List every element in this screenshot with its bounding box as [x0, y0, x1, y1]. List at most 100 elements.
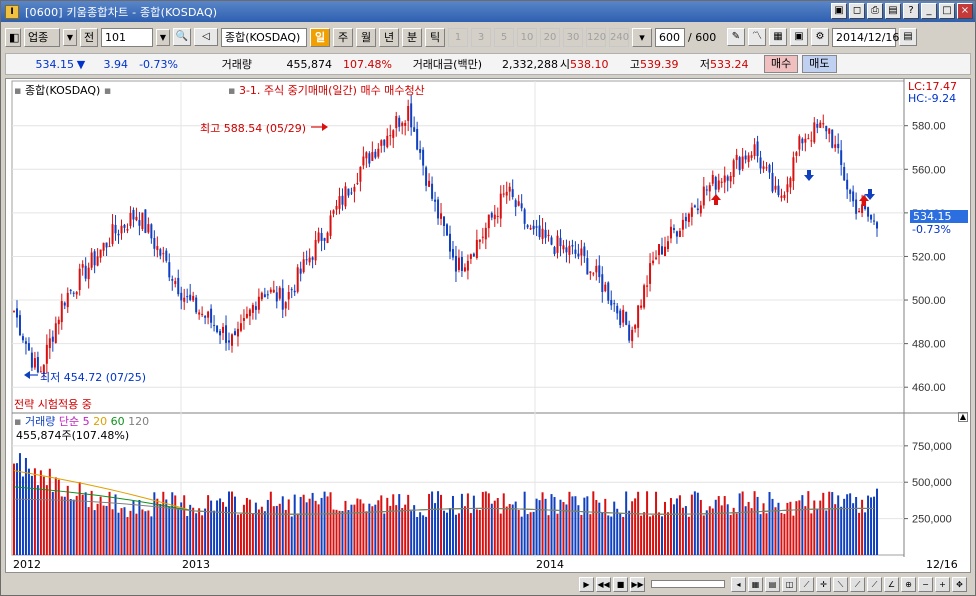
volume-bar [463, 506, 466, 555]
candle-body [341, 195, 344, 205]
date-input[interactable]: 2014/12/16 [832, 27, 899, 47]
minute-120[interactable]: 120 [586, 27, 606, 47]
collapse-icon[interactable]: ▲ [958, 412, 968, 422]
market-icon[interactable]: ◧ [5, 27, 21, 47]
forward-icon[interactable]: ▶▶ [630, 576, 645, 592]
zoom-minus-icon[interactable]: − [918, 576, 933, 592]
candle-body [186, 296, 189, 298]
fib-icon[interactable]: ⟋ [867, 576, 882, 592]
trend-icon[interactable]: ⟋ [850, 576, 865, 592]
sell-button[interactable]: 매도 [802, 55, 837, 73]
code-dropdown-icon[interactable]: ▼ [156, 28, 170, 46]
volume-bar [48, 468, 51, 555]
split-icon[interactable]: ◫ [782, 576, 797, 592]
period-minute[interactable]: 분 [402, 27, 422, 47]
minute-1[interactable]: 1 [448, 27, 468, 47]
minute-10[interactable]: 10 [517, 27, 537, 47]
tool-indicator-icon[interactable]: ▦ [769, 28, 787, 46]
volume-bar [592, 491, 595, 555]
volume-bar [434, 503, 437, 555]
tile-icon[interactable]: ▦ [748, 576, 763, 592]
volume-bar [353, 504, 356, 555]
strategy-legend[interactable]: ▪ 3-1. 주식 중기매매(일간) 매수 매수청산 [228, 82, 425, 98]
buy-button[interactable]: 매수 [764, 55, 799, 73]
market-toggle[interactable]: 전 [80, 27, 98, 47]
current-price: 534.15 [35, 57, 75, 71]
volume-bar [663, 501, 666, 555]
minute-30[interactable]: 30 [563, 27, 583, 47]
minute-240[interactable]: 240 [609, 27, 629, 47]
print-icon[interactable]: ⎙ [867, 3, 883, 19]
candle-body [577, 253, 580, 257]
search-icon[interactable]: 🔍 [173, 28, 191, 46]
title-bar[interactable]: I [0600] 키움종합차트 - 종합(KOSDAQ) ▣ ◻ ⎙ ▤ ? _… [1, 1, 975, 22]
scroll-left-icon[interactable]: ▶ [579, 576, 594, 592]
stop-icon[interactable]: ■ [613, 576, 628, 592]
volume-bar [687, 516, 690, 555]
volume-bar [541, 492, 544, 555]
high-arrow-head [322, 123, 328, 131]
candle-body [595, 265, 598, 273]
minute-dropdown-icon[interactable]: ▾ [632, 27, 652, 47]
candle-body [87, 267, 90, 280]
minimize-icon[interactable]: _ [921, 3, 937, 19]
gear-icon[interactable]: ⚙ [811, 28, 829, 46]
zoom-slider[interactable] [651, 580, 725, 588]
code-input[interactable]: 101 [101, 27, 153, 47]
calendar-icon[interactable]: ▤ [899, 28, 917, 46]
candle-body [744, 155, 747, 160]
pan-icon[interactable]: ⊕ [901, 576, 916, 592]
count-input[interactable]: 600 [655, 27, 685, 47]
volume-bar [57, 479, 60, 555]
tool-arrow-icon[interactable]: ✎ [727, 28, 745, 46]
draw-icon[interactable]: ⟋ [799, 576, 814, 592]
maximize-icon[interactable]: □ [939, 3, 955, 19]
pin-icon[interactable]: ▤ [885, 3, 901, 19]
volume-bar [260, 506, 263, 555]
help-icon[interactable]: ? [903, 3, 919, 19]
new-window-icon[interactable]: ◻ [849, 3, 865, 19]
market-select[interactable]: 업종 [24, 27, 60, 47]
candle-body [861, 204, 864, 214]
period-week[interactable]: 주 [333, 27, 353, 47]
candle-body [801, 138, 804, 144]
volume-bar-last [876, 488, 879, 555]
period-day[interactable]: 일 [310, 27, 330, 47]
link-icon[interactable]: ▣ [831, 3, 847, 19]
zoom-out-icon[interactable]: ◂ [731, 576, 746, 592]
rewind-icon[interactable]: ◀◀ [596, 576, 611, 592]
tool-line-icon[interactable]: 〽 [748, 28, 766, 46]
minute-3[interactable]: 3 [471, 27, 491, 47]
volume-bar [520, 516, 523, 555]
minute-20[interactable]: 20 [540, 27, 560, 47]
period-month[interactable]: 월 [356, 27, 376, 47]
volume-bar [177, 508, 180, 555]
market-dropdown-icon[interactable]: ▼ [63, 28, 77, 46]
angle-icon[interactable]: ∠ [884, 576, 899, 592]
period-tick[interactable]: 틱 [425, 27, 445, 47]
close-icon[interactable]: × [957, 3, 973, 19]
candle-body [81, 264, 84, 268]
candle-body [374, 151, 377, 158]
volume-bar [93, 510, 96, 555]
candle-body [720, 181, 723, 183]
series-label: 종합(KOSDAQ) [24, 84, 101, 97]
volume-bar [248, 499, 251, 555]
speaker-icon[interactable]: ◁ [194, 28, 218, 46]
line-icon[interactable]: ⟍ [833, 576, 848, 592]
period-year[interactable]: 년 [379, 27, 399, 47]
zoom-plus-icon[interactable]: + [935, 576, 950, 592]
candle-body [33, 358, 36, 368]
candle-body [729, 175, 732, 182]
volume-bar [837, 495, 840, 555]
save-icon[interactable]: ▣ [790, 28, 808, 46]
candle-body [735, 154, 738, 161]
chart-svg[interactable]: 460.00480.00500.00520.00540.00560.00580.… [6, 79, 970, 572]
chart-area[interactable]: 460.00480.00500.00520.00540.00560.00580.… [5, 78, 971, 573]
cross-icon[interactable]: ✛ [816, 576, 831, 592]
candle-body [669, 226, 672, 239]
minute-5[interactable]: 5 [494, 27, 514, 47]
candle-body [410, 103, 413, 128]
move-icon[interactable]: ✥ [952, 576, 967, 592]
layout-icon[interactable]: ▤ [765, 576, 780, 592]
